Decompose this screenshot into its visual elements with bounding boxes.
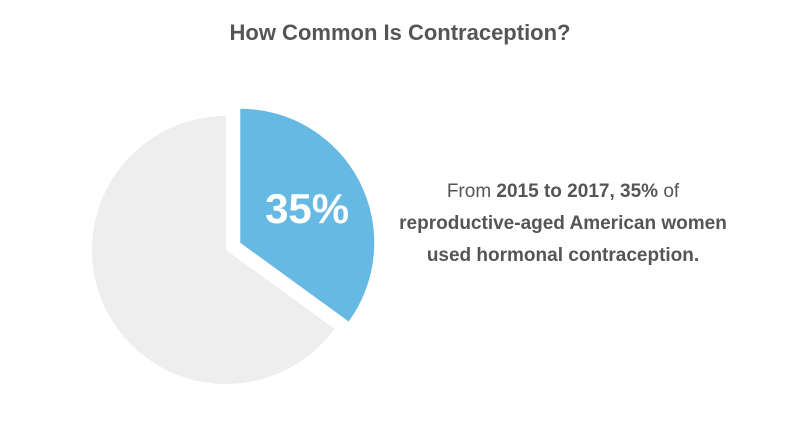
caption-pre: From (446, 181, 497, 202)
caption-bold-statement: reproductive-aged American women used ho… (399, 213, 727, 266)
caption-bold-years: 2015 to 2017, 35% (496, 181, 659, 202)
pie-slice-2 (91, 116, 335, 385)
pie-slice-1 (240, 108, 375, 322)
caption-mid: of (658, 181, 680, 202)
chart-title: How Common Is Contraception? (229, 20, 571, 45)
pie-slice-label: 35% (265, 185, 349, 232)
caption-text: From 2015 to 2017, 35% of reproductive-a… (398, 176, 728, 272)
